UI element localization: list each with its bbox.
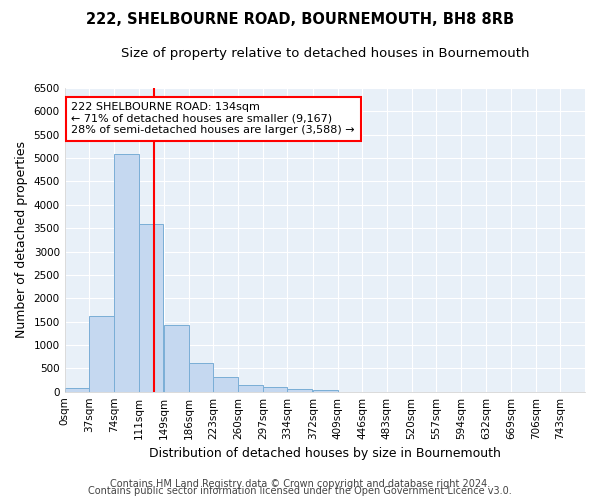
Y-axis label: Number of detached properties: Number of detached properties [15,142,28,338]
Bar [65,388,89,392]
Text: Contains public sector information licensed under the Open Government Licence v3: Contains public sector information licen… [88,486,512,496]
Bar [89,316,114,392]
Title: Size of property relative to detached houses in Bournemouth: Size of property relative to detached ho… [121,48,529,60]
Bar [313,390,338,392]
Bar [164,326,189,392]
Text: 222, SHELBOURNE ROAD, BOURNEMOUTH, BH8 8RB: 222, SHELBOURNE ROAD, BOURNEMOUTH, BH8 8… [86,12,514,28]
Bar [189,362,214,392]
X-axis label: Distribution of detached houses by size in Bournemouth: Distribution of detached houses by size … [149,447,501,460]
Text: Contains HM Land Registry data © Crown copyright and database right 2024.: Contains HM Land Registry data © Crown c… [110,479,490,489]
Bar [139,224,163,392]
Text: 222 SHELBOURNE ROAD: 134sqm
← 71% of detached houses are smaller (9,167)
28% of : 222 SHELBOURNE ROAD: 134sqm ← 71% of det… [71,102,355,136]
Bar [287,389,312,392]
Bar [114,154,139,392]
Bar [214,378,238,392]
Bar [238,384,263,392]
Bar [263,387,287,392]
